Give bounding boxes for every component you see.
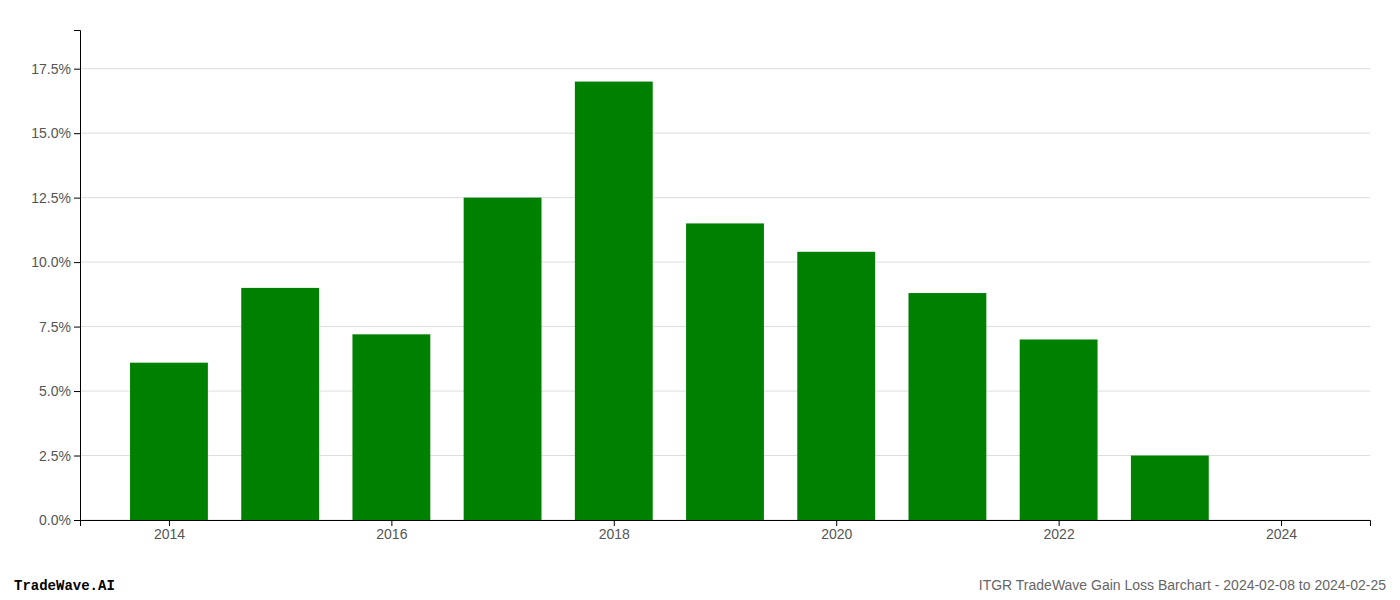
footer-right: ITGR TradeWave Gain Loss Barchart - 2024… xyxy=(979,577,1386,593)
bar xyxy=(1020,339,1098,520)
tick: 7.5% xyxy=(39,319,80,335)
tick-mark xyxy=(74,391,80,392)
bars xyxy=(130,82,1209,520)
tick-label: 2016 xyxy=(376,526,407,542)
bar xyxy=(1131,456,1209,520)
chart: 0.0% 2.5% 5.0% 7.5% 10.0% 12.5% 15.0% 17.5% 2014… xyxy=(0,0,1400,600)
tick: 12.5% xyxy=(31,190,80,206)
tick-label: 0.0% xyxy=(39,512,71,528)
tick: 2014 xyxy=(154,520,185,542)
grid-line xyxy=(80,68,1370,69)
tick-mark xyxy=(74,198,80,199)
tick-label: 17.5% xyxy=(31,61,71,77)
tick: 2020 xyxy=(821,520,852,542)
footer-left: TradeWave.AI xyxy=(14,578,115,594)
tick-label: 15.0% xyxy=(31,125,71,141)
grid-line xyxy=(80,197,1370,198)
tick-mark xyxy=(74,456,80,457)
tick: 17.5% xyxy=(31,61,80,77)
tick-label: 2.5% xyxy=(39,448,71,464)
bar xyxy=(352,334,430,520)
tick: 2024 xyxy=(1266,520,1297,542)
tick: 10.0% xyxy=(31,254,80,270)
tick-mark xyxy=(74,69,80,70)
bar xyxy=(241,288,319,520)
y-axis: 0.0% 2.5% 5.0% 7.5% 10.0% 12.5% 15.0% 17.5% xyxy=(31,31,80,528)
tick: 2018 xyxy=(599,520,630,542)
tick-mark xyxy=(74,520,80,521)
tick-label: 12.5% xyxy=(31,190,71,206)
bar xyxy=(575,82,653,520)
tick: 0.0% xyxy=(39,512,80,528)
bar xyxy=(464,198,542,520)
tick-label: 2024 xyxy=(1266,526,1297,542)
tick-label: 7.5% xyxy=(39,319,71,335)
tick-label: 2020 xyxy=(821,526,852,542)
axis-line xyxy=(81,521,1371,527)
tick-label: 2022 xyxy=(1044,526,1075,542)
plot: 0.0% 2.5% 5.0% 7.5% 10.0% 12.5% 15.0% 17.5% 2014… xyxy=(31,31,1370,542)
grid-line xyxy=(80,133,1370,134)
tick-mark xyxy=(74,133,80,134)
tick: 2.5% xyxy=(39,448,80,464)
tick-mark xyxy=(74,327,80,328)
bar xyxy=(908,293,986,520)
tick: 15.0% xyxy=(31,125,80,141)
bar xyxy=(130,363,208,520)
bar xyxy=(797,252,875,520)
x-axis: 2014 2016 2018 2020 2022 2024 xyxy=(81,520,1371,542)
tick-label: 10.0% xyxy=(31,254,71,270)
tick-label: 2014 xyxy=(154,526,185,542)
tick: 5.0% xyxy=(39,383,80,399)
bar xyxy=(686,223,764,520)
tick-mark xyxy=(74,262,80,263)
tick: 2022 xyxy=(1044,520,1075,542)
tick-label: 5.0% xyxy=(39,383,71,399)
axis-line xyxy=(74,31,81,521)
tick-label: 2018 xyxy=(599,526,630,542)
grid xyxy=(80,69,1370,520)
tick: 2016 xyxy=(376,520,407,542)
